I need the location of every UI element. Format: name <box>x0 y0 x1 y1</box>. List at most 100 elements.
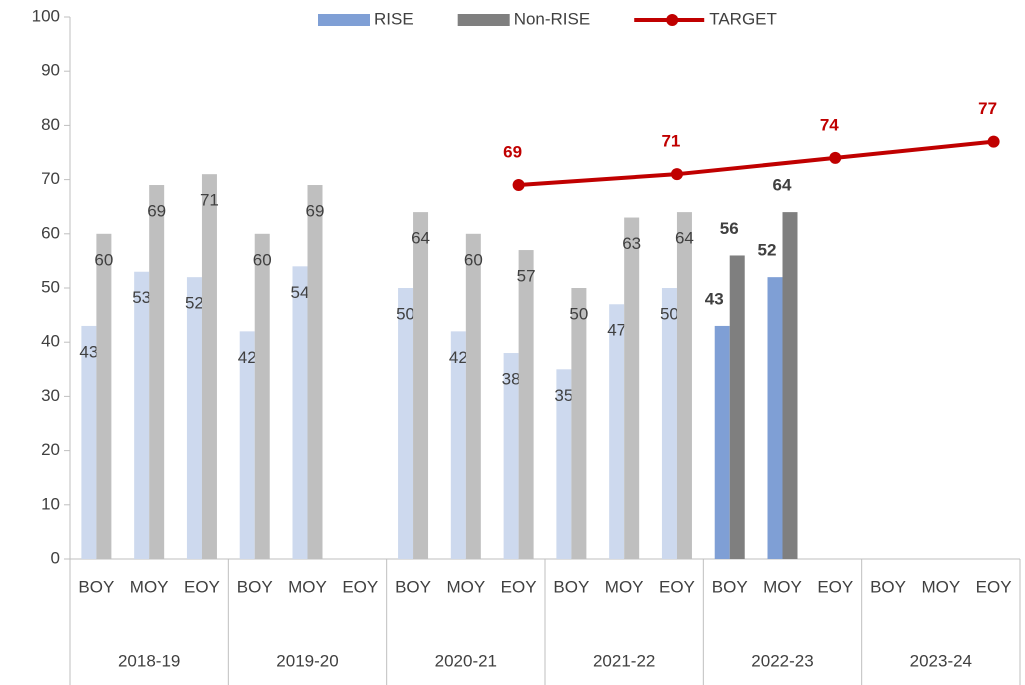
x-tick-label: BOY <box>78 577 114 596</box>
target-point <box>670 168 683 181</box>
bar-label: 42 <box>238 348 257 367</box>
bar-label: 60 <box>253 250 272 269</box>
bar <box>450 331 466 559</box>
x-tick-label: EOY <box>184 577 220 596</box>
group-label: 2020-21 <box>435 651 497 670</box>
group-label: 2023-24 <box>910 651 972 670</box>
target-label: 71 <box>661 132 680 151</box>
x-tick-label: EOY <box>501 577 537 596</box>
x-tick-label: BOY <box>237 577 273 596</box>
x-tick-label: BOY <box>712 577 748 596</box>
bar <box>239 331 255 559</box>
bar-label: 69 <box>147 202 166 221</box>
x-tick-label: EOY <box>817 577 853 596</box>
y-tick-label: 0 <box>51 548 60 567</box>
group-label: 2022-23 <box>751 651 813 670</box>
target-point <box>987 135 1000 148</box>
bar <box>254 233 270 560</box>
y-tick-label: 80 <box>41 115 60 134</box>
bar <box>134 271 150 559</box>
bar-label: 64 <box>773 176 792 195</box>
y-tick-label: 70 <box>41 169 60 188</box>
target-label: 69 <box>503 143 522 162</box>
bar <box>518 250 534 559</box>
y-tick-label: 30 <box>41 386 60 405</box>
legend-swatch <box>318 14 370 26</box>
group-label: 2019-20 <box>276 651 338 670</box>
bar-label: 53 <box>132 288 151 307</box>
bar <box>609 304 625 559</box>
legend-label: Non-RISE <box>514 9 591 28</box>
bar-label: 69 <box>306 202 325 221</box>
y-tick-label: 90 <box>41 61 60 80</box>
bar-label: 43 <box>79 342 98 361</box>
bar <box>503 353 519 559</box>
x-tick-label: EOY <box>659 577 695 596</box>
bar-label: 63 <box>622 234 641 253</box>
bar-label: 60 <box>464 250 483 269</box>
bar <box>767 277 783 559</box>
target-label: 77 <box>978 99 997 118</box>
bar <box>676 212 692 559</box>
bar-label: 38 <box>502 370 521 389</box>
target-point <box>829 151 842 164</box>
bar <box>556 369 572 559</box>
x-tick-label: MOY <box>288 577 327 596</box>
bar <box>96 233 112 560</box>
group-label: 2018-19 <box>118 651 180 670</box>
bar <box>624 217 640 560</box>
x-tick-label: MOY <box>130 577 169 596</box>
bar-label: 56 <box>720 219 739 238</box>
bar-label: 43 <box>705 289 724 308</box>
bar <box>571 288 587 559</box>
y-tick-label: 40 <box>41 332 60 351</box>
x-tick-label: BOY <box>553 577 589 596</box>
group-label: 2021-22 <box>593 651 655 670</box>
bar <box>186 277 202 559</box>
bar-label: 60 <box>94 250 113 269</box>
bar-label: 47 <box>607 321 626 340</box>
legend-label: TARGET <box>709 9 777 28</box>
x-tick-label: MOY <box>446 577 485 596</box>
target-line <box>518 139 994 188</box>
legend-swatch <box>457 14 510 26</box>
bar-label: 54 <box>291 283 310 302</box>
bar-label: 50 <box>660 304 679 323</box>
target-point <box>512 179 525 192</box>
bar-label: 42 <box>449 348 468 367</box>
bar-label: 57 <box>517 267 536 286</box>
bar <box>782 212 798 559</box>
bar-label: 52 <box>758 241 777 260</box>
y-tick-label: 10 <box>41 494 60 513</box>
x-tick-label: MOY <box>605 577 644 596</box>
x-tick-label: EOY <box>342 577 378 596</box>
bar-label: 50 <box>396 304 415 323</box>
x-tick-label: BOY <box>395 577 431 596</box>
bar <box>201 174 217 559</box>
target-label: 74 <box>820 115 839 134</box>
bar <box>398 288 414 559</box>
bar <box>413 212 429 559</box>
y-tick-label: 100 <box>32 6 60 25</box>
x-tick-label: EOY <box>976 577 1012 596</box>
y-tick-label: 20 <box>41 440 60 459</box>
bar <box>714 325 730 559</box>
bar <box>292 266 308 559</box>
legend-label: RISE <box>374 9 414 28</box>
x-tick-label: MOY <box>921 577 960 596</box>
bar <box>729 255 745 560</box>
bar <box>465 233 481 560</box>
x-tick-label: MOY <box>763 577 802 596</box>
x-tick-label: BOY <box>870 577 906 596</box>
bar-label: 71 <box>200 191 219 210</box>
y-tick-label: 50 <box>41 277 60 296</box>
bar <box>307 185 323 559</box>
bar <box>149 185 165 559</box>
bar-label: 64 <box>675 229 694 248</box>
y-tick-label: 60 <box>41 223 60 242</box>
bar <box>661 288 677 559</box>
bar <box>81 325 97 559</box>
bar-label: 52 <box>185 294 204 313</box>
bar-label: 50 <box>569 304 588 323</box>
